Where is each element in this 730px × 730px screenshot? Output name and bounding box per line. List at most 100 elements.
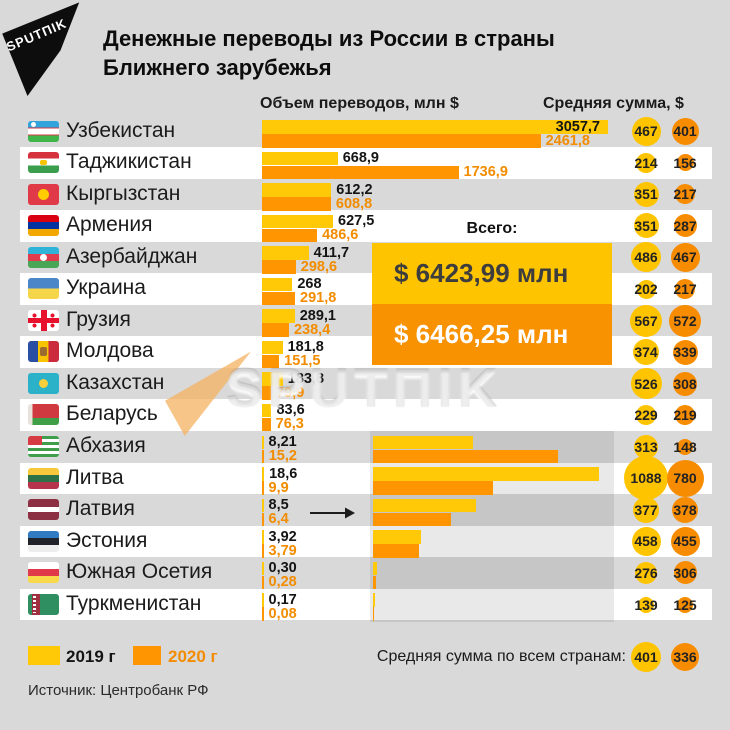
flag-az-icon <box>28 246 59 268</box>
flag-md-icon <box>28 341 59 363</box>
avg-circle-2020: 308 <box>673 371 697 396</box>
row-stripe <box>20 588 712 621</box>
value-2019: 612,2 <box>336 181 373 198</box>
total-2019-box: $ 6423,99 млн <box>372 243 612 304</box>
avg-all-circle-2019: 401 <box>631 642 661 672</box>
bar-2020 <box>262 165 459 180</box>
avg-circle-2020: 401 <box>671 117 699 145</box>
country-name: Азербайджан <box>66 244 198 268</box>
bar-2019 <box>262 467 265 481</box>
country-row: Туркменистан 0,17 0,08 139 125 <box>20 589 712 621</box>
row-stripe <box>20 525 712 558</box>
value-2020: 151,5 <box>284 353 321 370</box>
value-2020: 79,9 <box>276 384 305 401</box>
flag-os-icon <box>28 562 59 584</box>
country-row: Казахстан 183,8 79,9 526 308 <box>20 368 712 400</box>
legend-label-2019: 2019 г <box>66 647 116 666</box>
avg-circle-2019: 374 <box>633 339 659 366</box>
country-name: Таджикистан <box>66 150 192 174</box>
avg-circle-2020: 217 <box>673 184 697 205</box>
country-row: Молдова 181,8 151,5 374 339 <box>20 336 712 370</box>
flag-uz-icon <box>28 120 59 142</box>
bar-2020 <box>262 481 264 495</box>
bar-2019 <box>262 309 295 323</box>
flag-tm-icon <box>28 593 59 615</box>
country-row: Южная Осетия 0,30 0,28 276 306 <box>20 557 712 589</box>
avg-circle-2020: 219 <box>673 405 697 426</box>
page-title: Денежные переводы из России в страны Бли… <box>103 24 555 82</box>
value-2020: 9,9 <box>268 479 289 496</box>
legend-swatch-2020 <box>133 646 161 665</box>
title-line-1: Денежные переводы из России в страны <box>103 26 555 51</box>
country-name: Абхазия <box>66 434 146 457</box>
value-2019: 668,9 <box>342 150 379 167</box>
flag-kz-icon <box>28 372 59 394</box>
bar-2019 <box>262 246 309 260</box>
value-2020: 1736,9 <box>463 164 508 181</box>
avg-circle-2019: 351 <box>633 181 659 207</box>
avg-circle-2020: 306 <box>673 561 697 585</box>
inset-bar-2019 <box>373 530 421 544</box>
inset-bar-2019 <box>373 435 473 449</box>
avg-circle-2020: 217 <box>673 279 697 300</box>
country-name: Латвия <box>66 497 135 521</box>
bar-2019 <box>262 372 283 386</box>
value-2020: 15,2 <box>268 448 297 464</box>
avg-circle-2019: 139 <box>634 596 658 613</box>
inset-bar-2020 <box>373 575 377 590</box>
country-row: Украина 268 291,8 202 217 <box>20 273 712 306</box>
bar-2019 <box>262 435 264 449</box>
avg-circle-2019: 1088 <box>624 456 668 501</box>
avg-all-circle-2020: 336 <box>671 643 699 671</box>
bar-2019 <box>262 530 264 544</box>
value-2020: 298,6 <box>300 258 338 275</box>
country-name: Эстония <box>66 528 148 552</box>
value-2020: 76,3 <box>275 416 304 433</box>
inset-bar-2019 <box>373 593 376 607</box>
bar-2020 <box>262 260 296 274</box>
bar-2020 <box>262 417 271 432</box>
legend-label-2020: 2020 г <box>168 647 218 666</box>
total-label: Всего: <box>466 220 518 237</box>
inset-arrow-icon <box>310 507 355 519</box>
value-2020: 2461,8 <box>545 132 590 149</box>
bar-2019 <box>262 214 333 229</box>
value-2020: 608,8 <box>335 195 373 212</box>
country-name: Молдова <box>66 339 154 363</box>
inset-bar-2020 <box>373 512 451 527</box>
flag-ee-icon <box>28 530 59 552</box>
value-2019: 18,6 <box>269 465 298 482</box>
country-row: Латвия 8,5 6,4 377 378 <box>20 494 712 526</box>
country-row: Грузия 289,1 238,4 567 572 <box>20 304 712 337</box>
value-2020: 6,4 <box>268 511 289 528</box>
bar-2019 <box>262 403 272 418</box>
watermark-text: SPUTΠIK <box>226 357 503 419</box>
inset-bar-2020 <box>373 481 494 495</box>
avg-circle-2020: 125 <box>673 596 697 613</box>
title-line-2: Ближнего зарубежья <box>103 55 332 80</box>
country-name: Армения <box>66 213 153 237</box>
value-2019: 3057,7 <box>555 118 600 135</box>
flag-tj-icon <box>28 152 59 174</box>
avg-column-header: Средняя сумма, $ <box>543 95 684 112</box>
value-2020: 0,08 <box>268 605 297 622</box>
source-note: Источник: Центробанк РФ <box>28 682 209 699</box>
avg-circle-2020: 467 <box>670 242 700 272</box>
avg-circle-2019: 313 <box>634 434 658 459</box>
avg-circle-2019: 467 <box>631 116 661 146</box>
avg-circle-2019: 567 <box>630 304 662 337</box>
bar-2020 <box>262 575 264 590</box>
country-name: Казахстан <box>66 370 165 394</box>
country-row: Армения 627,5 486,6 351 287 <box>20 210 712 242</box>
bar-2020 <box>262 544 264 558</box>
country-row: Таджикистан 668,9 1736,9 214 156 <box>20 147 712 179</box>
flag-by-icon <box>28 404 59 426</box>
country-row: Азербайджан 411,7 298,6 486 467 <box>20 242 712 274</box>
bar-2020 <box>262 386 272 400</box>
avg-circle-2020: 455 <box>670 526 700 556</box>
value-2019: 627,5 <box>338 213 375 230</box>
bar-2020 <box>262 354 280 369</box>
flag-lt-icon <box>28 467 59 489</box>
bar-2019 <box>262 498 264 513</box>
